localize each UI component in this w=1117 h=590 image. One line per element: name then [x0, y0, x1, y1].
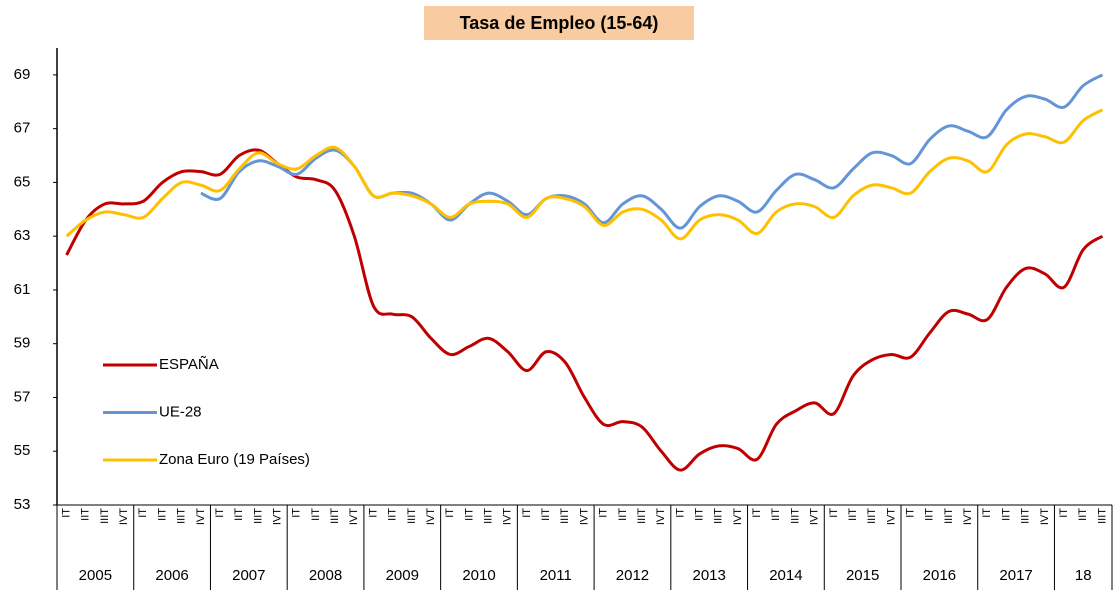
- x-tick-label: IIIT: [1096, 508, 1108, 524]
- x-tick-label: IIT: [1077, 508, 1089, 521]
- year-label: 2016: [923, 567, 956, 584]
- x-tick-label: IVT: [348, 508, 360, 525]
- x-tick-label: IVT: [118, 508, 130, 525]
- line: [200, 73, 1104, 230]
- x-tick-label: IT: [674, 508, 686, 518]
- year-label: 2012: [616, 567, 649, 584]
- year-label: 2015: [846, 567, 879, 584]
- x-tick-label: IIT: [387, 508, 399, 521]
- x-tick-label: IIIT: [636, 508, 648, 524]
- x-tick-label: IT: [1058, 508, 1070, 518]
- y-tick-label: 57: [14, 388, 31, 405]
- x-tick-label: IIIT: [99, 508, 111, 524]
- x-tick-label: IIT: [463, 508, 475, 521]
- x-tick-label: IVT: [809, 508, 821, 525]
- x-tick-label: IT: [214, 508, 226, 518]
- x-tick-label: IIIT: [866, 508, 878, 524]
- x-tick-label: IT: [751, 508, 763, 518]
- x-tick-label: IIIT: [713, 508, 725, 524]
- x-tick-label: IIIT: [176, 508, 188, 524]
- y-tick-label: 59: [14, 335, 31, 352]
- x-tick-label: IIIT: [252, 508, 264, 524]
- x-tick-label: IT: [904, 508, 916, 518]
- year-label: 2007: [232, 567, 265, 584]
- y-tick-label: 61: [14, 281, 31, 298]
- x-tick-label: IIT: [540, 508, 552, 521]
- year-label: 2014: [769, 567, 802, 584]
- y-tick-label: 65: [14, 173, 31, 190]
- x-tick-label: IIT: [233, 508, 245, 521]
- line: [65, 108, 1104, 241]
- y-tick-label: 69: [14, 66, 31, 83]
- x-tick-label: IIT: [924, 508, 936, 521]
- x-tick-label: IT: [137, 508, 149, 518]
- x-tick-label: IVT: [578, 508, 590, 525]
- x-tick-label: IIT: [770, 508, 782, 521]
- year-label: 2005: [79, 567, 112, 584]
- x-tick-label: IIIT: [1020, 508, 1032, 524]
- x-tick-label: IVT: [502, 508, 514, 525]
- year-label: 2013: [692, 567, 725, 584]
- x-tick-label: IVT: [195, 508, 207, 525]
- x-tick-label: IT: [598, 508, 610, 518]
- x-tick-label: IT: [444, 508, 456, 518]
- line: [65, 148, 1104, 472]
- x-tick-label: IIIT: [482, 508, 494, 524]
- x-tick-label: IIIT: [406, 508, 418, 524]
- x-tick-label: IT: [521, 508, 533, 518]
- legend-label: ESPAÑA: [159, 356, 219, 373]
- x-tick-label: IVT: [732, 508, 744, 525]
- x-tick-label: IIT: [310, 508, 322, 521]
- x-tick-label: IIT: [80, 508, 92, 521]
- y-tick-label: 63: [14, 227, 31, 244]
- x-tick-label: IVT: [962, 508, 974, 525]
- legend-label: Zona Euro (19 Países): [159, 451, 310, 468]
- x-tick-label: IIIT: [559, 508, 571, 524]
- x-tick-label: IIIT: [329, 508, 341, 524]
- year-label: 2017: [999, 567, 1032, 584]
- x-tick-label: IIT: [617, 508, 629, 521]
- y-tick-label: 55: [14, 442, 31, 459]
- year-label: 2008: [309, 567, 342, 584]
- year-label: 2010: [462, 567, 495, 584]
- x-tick-label: IIT: [156, 508, 168, 521]
- chart-title: Tasa de Empleo (15-64): [460, 13, 659, 33]
- x-tick-label: IT: [981, 508, 993, 518]
- x-tick-label: IIT: [1000, 508, 1012, 521]
- year-label: 2006: [155, 567, 188, 584]
- legend-label: UE-28: [159, 403, 202, 420]
- x-tick-label: IT: [828, 508, 840, 518]
- x-tick-label: IT: [60, 508, 72, 518]
- x-tick-label: IVT: [1039, 508, 1051, 525]
- title-box: [424, 6, 694, 40]
- x-tick-label: IIIT: [789, 508, 801, 524]
- x-tick-label: IVT: [885, 508, 897, 525]
- year-label: 2009: [386, 567, 419, 584]
- x-tick-label: IT: [291, 508, 303, 518]
- year-label: 2011: [540, 567, 572, 584]
- x-tick-label: IVT: [271, 508, 283, 525]
- x-tick-label: IIT: [847, 508, 859, 521]
- x-tick-label: IT: [367, 508, 379, 518]
- x-tick-label: IVT: [655, 508, 667, 525]
- year-label: 18: [1075, 567, 1092, 584]
- x-tick-label: IVT: [425, 508, 437, 525]
- y-tick-label: 67: [14, 120, 31, 137]
- x-tick-label: IIIT: [943, 508, 955, 524]
- x-tick-label: IIT: [693, 508, 705, 521]
- y-tick-label: 53: [14, 496, 31, 513]
